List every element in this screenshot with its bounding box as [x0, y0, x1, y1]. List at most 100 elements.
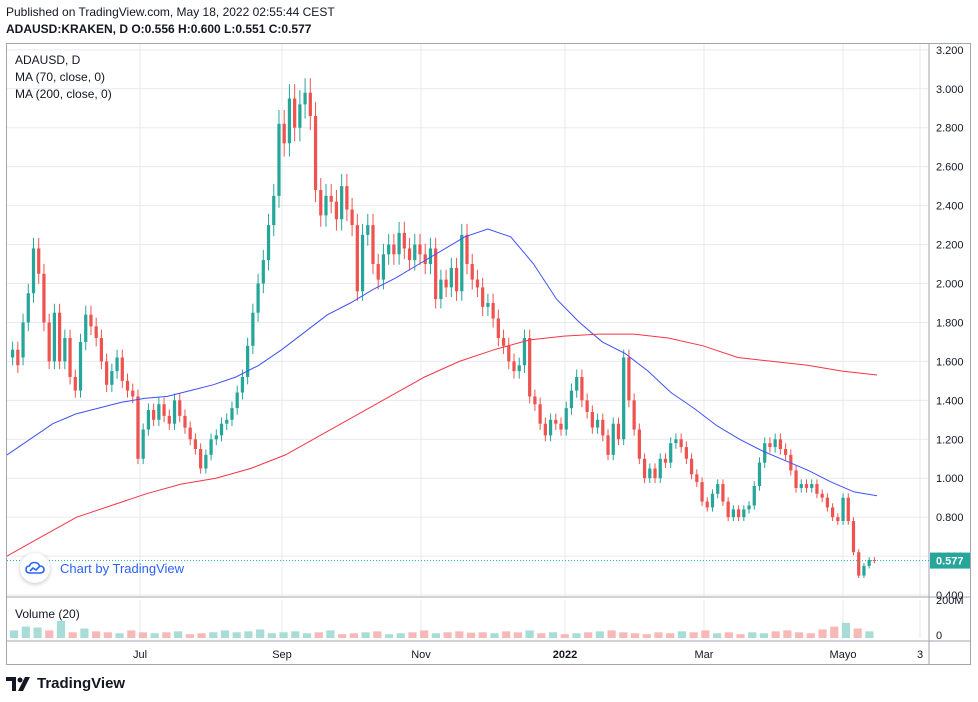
candle-body — [136, 396, 140, 459]
volume-bar — [232, 632, 241, 638]
candle-body — [846, 497, 850, 522]
volume-bar — [150, 633, 159, 638]
volume-bar — [818, 629, 827, 638]
candle-body — [21, 322, 25, 358]
tradingview-watermark[interactable]: Chart by TradingView — [20, 553, 184, 583]
volume-bar — [396, 633, 405, 638]
candle-body — [627, 357, 631, 401]
candle-body — [810, 484, 814, 488]
y-tick-label: 0.800 — [936, 512, 964, 524]
candle-body — [31, 248, 36, 294]
volume-bar — [466, 632, 476, 638]
candle-body — [669, 443, 673, 463]
candle-body — [225, 419, 229, 424]
candle-body — [851, 521, 856, 553]
volume-bar — [607, 630, 616, 638]
candle-body — [689, 458, 694, 475]
legend-ma200[interactable]: MA (200, close, 0) — [15, 87, 112, 101]
candle-body — [313, 116, 318, 191]
volume-bar — [56, 620, 66, 638]
x-tick-label: Nov — [411, 649, 431, 661]
volume-bar — [724, 632, 733, 638]
candle-body — [110, 371, 114, 385]
volume-bar — [138, 632, 148, 638]
candle-body — [538, 404, 542, 424]
candle-body — [757, 462, 762, 487]
x-tick-label: Sep — [272, 649, 292, 661]
volume-label[interactable]: Volume (20) — [15, 607, 80, 621]
volume-bar — [80, 628, 89, 638]
y-tick-label: 2.000 — [936, 279, 964, 291]
candle-body — [763, 443, 767, 463]
candle-body — [376, 264, 380, 280]
candle-body — [172, 400, 177, 424]
candle-body — [747, 505, 751, 510]
volume-bar — [666, 633, 675, 638]
candle-body — [486, 302, 490, 307]
volume-bar — [267, 633, 276, 638]
volume-bar — [513, 632, 522, 638]
candle-body — [517, 365, 521, 372]
candle-body — [57, 312, 62, 362]
candle-body — [47, 322, 51, 362]
volume-bar — [291, 631, 300, 638]
candle-body — [428, 248, 433, 265]
candle-body — [684, 447, 688, 459]
y-tick-label: 1.600 — [936, 356, 964, 368]
candle-body — [439, 279, 443, 300]
footer-brand[interactable]: TradingView — [6, 675, 125, 692]
candle-body — [507, 345, 511, 362]
chart-frame[interactable] — [6, 43, 971, 665]
legend-ma70[interactable]: MA (70, close, 0) — [15, 70, 106, 84]
candle-body — [580, 376, 584, 401]
candle-body — [830, 507, 835, 518]
candle-body — [183, 415, 187, 428]
candle-body — [52, 312, 57, 362]
volume-bar — [841, 622, 851, 638]
candle-body — [84, 314, 88, 342]
volume-bar — [256, 629, 265, 638]
candle-body — [836, 517, 840, 522]
y-tick-label: 1.400 — [936, 395, 964, 407]
candle-body — [679, 439, 683, 448]
candle-body — [778, 439, 782, 450]
candle-body — [481, 287, 485, 307]
volume-bar — [525, 630, 534, 638]
ohlc-readout: ADAUSD:KRAKEN, D O:0.556 H:0.600 L:0.551… — [6, 22, 312, 36]
candle-body — [512, 361, 516, 372]
candle-body — [637, 429, 641, 459]
volume-bar — [162, 632, 171, 638]
volume-bar — [478, 632, 487, 638]
candle-body — [533, 396, 537, 405]
candle-body — [454, 267, 459, 292]
candle-body — [199, 449, 203, 469]
candle-body — [423, 254, 427, 265]
volume-bar — [174, 631, 183, 638]
candle-body — [705, 501, 709, 508]
candle-body — [736, 509, 741, 518]
candle-body — [501, 338, 506, 346]
candle-body — [120, 357, 124, 381]
candle-body — [282, 123, 286, 144]
candle-body — [272, 195, 276, 226]
volume-bar — [771, 631, 780, 638]
candle-body — [261, 260, 265, 284]
candle-body — [131, 390, 135, 397]
candle-body — [601, 419, 605, 436]
volume-bar — [455, 631, 464, 638]
x-tick-label: Mar — [695, 649, 714, 661]
candle-body — [73, 376, 77, 391]
candle-body — [287, 98, 292, 144]
candle-body — [371, 225, 375, 265]
y-tick-label: 2.600 — [936, 162, 964, 174]
candle-body — [68, 338, 72, 377]
candle-body — [841, 497, 845, 522]
candle-body — [240, 376, 245, 393]
y-tick-label: 2.800 — [936, 123, 964, 135]
volume-bar — [10, 630, 19, 638]
candle-body — [622, 357, 626, 440]
candle-body — [157, 404, 161, 420]
candle-body — [266, 225, 271, 261]
candle-body — [731, 509, 735, 518]
